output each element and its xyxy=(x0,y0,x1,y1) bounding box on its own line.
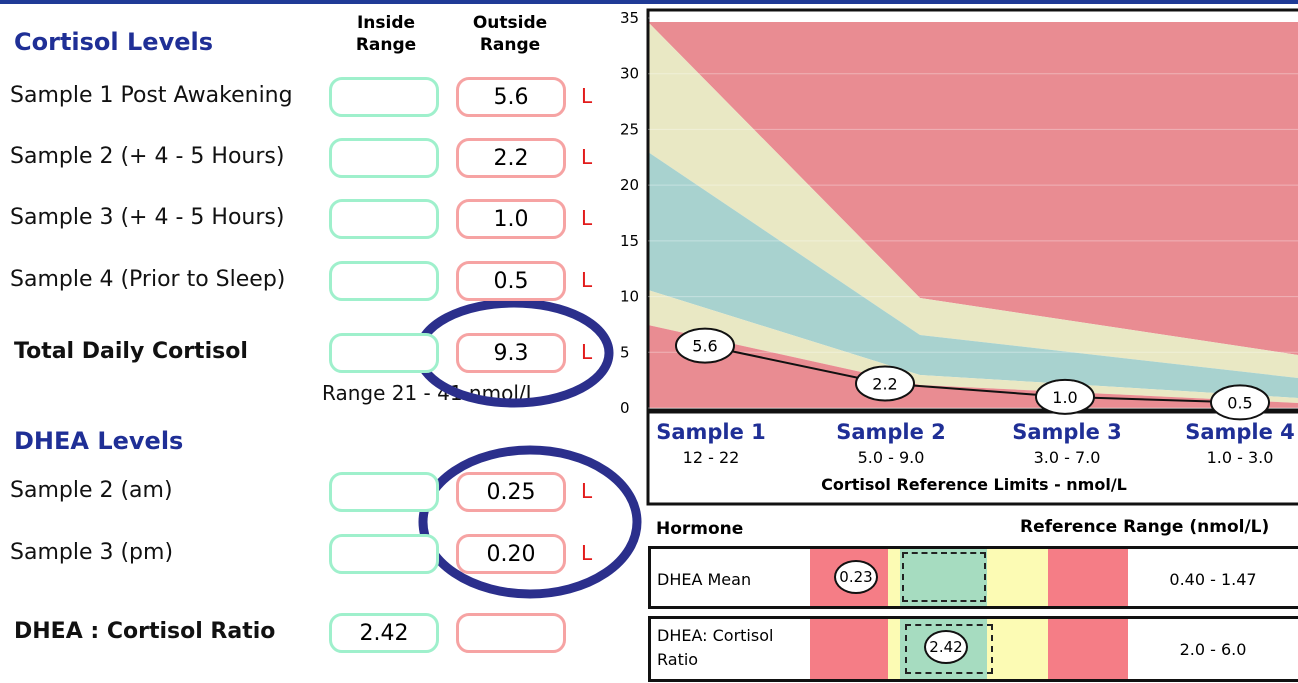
point xyxy=(855,365,915,402)
category-label: Sample 4 xyxy=(1185,420,1295,444)
inside-box xyxy=(329,261,439,301)
outside-box: 1.0 xyxy=(456,199,566,239)
y-tick-label: 5 xyxy=(620,343,630,361)
highlight-ellipse xyxy=(418,445,642,599)
point-label: 0.5 xyxy=(1227,393,1252,412)
section-title: Cortisol Levels xyxy=(14,28,213,56)
flag: L xyxy=(581,84,593,108)
inside-box xyxy=(329,199,439,239)
target-box xyxy=(905,624,993,674)
row-label: DHEA : Cortisol Ratio xyxy=(14,619,276,644)
table-row xyxy=(648,546,1298,609)
section-title: DHEA Levels xyxy=(14,427,184,455)
row-label: Sample 3 (pm) xyxy=(10,540,174,565)
band-border xyxy=(648,290,1298,403)
category-label: Sample 1 xyxy=(656,420,766,444)
y-tick-label: 35 xyxy=(620,9,639,27)
flag: L xyxy=(581,145,593,169)
bar-red xyxy=(810,619,888,679)
flag: L xyxy=(581,206,593,230)
outside-box: 0.20 xyxy=(456,534,566,574)
reference-limit: 3.0 - 7.0 xyxy=(1033,448,1101,467)
table-row xyxy=(648,616,1298,682)
flag: L xyxy=(581,479,593,503)
reference-limit: 1.0 - 3.0 xyxy=(1206,448,1274,467)
reference-range: 0.40 - 1.47 xyxy=(1169,570,1257,589)
row-label: Total Daily Cortisol xyxy=(14,339,248,364)
band-border xyxy=(648,22,1298,378)
hormone-name: DHEA: Cortisol Ratio xyxy=(657,626,774,669)
column-header: Outside Range xyxy=(472,13,548,55)
outside-box: 5.6 xyxy=(456,77,566,117)
y-tick-label: 0 xyxy=(620,399,630,417)
point xyxy=(675,327,735,364)
inside-box: 2.42 xyxy=(329,613,439,653)
row-label: Sample 4 (Prior to Sleep) xyxy=(10,267,286,292)
point-label: 2.2 xyxy=(872,374,897,393)
y-tick-label: 25 xyxy=(620,120,639,138)
marker: 0.23 xyxy=(834,560,878,594)
category-label: Sample 3 xyxy=(1012,420,1122,444)
inside-box xyxy=(329,138,439,178)
outside-box xyxy=(456,613,566,653)
category-label: Sample 2 xyxy=(836,420,946,444)
reference-limit: 12 - 22 xyxy=(682,448,740,467)
table-header: Hormone xyxy=(656,519,744,539)
hormone-name: DHEA Mean xyxy=(657,570,752,589)
point xyxy=(1035,378,1095,415)
reference-limit: 5.0 - 9.0 xyxy=(857,448,925,467)
point xyxy=(1210,384,1270,421)
bar-red xyxy=(1048,619,1128,679)
point-label: 1.0 xyxy=(1052,388,1077,407)
row-label: Sample 3 (+ 4 - 5 Hours) xyxy=(10,205,285,230)
inside-box xyxy=(329,472,439,512)
series-line xyxy=(704,344,1241,404)
inside-box xyxy=(329,77,439,117)
outside-box: 0.5 xyxy=(456,261,566,301)
inside-box xyxy=(329,534,439,574)
y-tick-label: 10 xyxy=(620,288,639,306)
flag: L xyxy=(581,268,593,292)
flag: L xyxy=(581,340,593,364)
flag: L xyxy=(581,541,593,565)
table-header: Reference Range (nmol/L) xyxy=(1020,517,1270,537)
limits-frame xyxy=(646,410,1298,506)
outside-box: 2.2 xyxy=(456,138,566,178)
inside-box xyxy=(329,333,439,373)
row-label: Sample 2 (+ 4 - 5 Hours) xyxy=(10,144,285,169)
marker: 2.42 xyxy=(924,630,968,664)
row-label: Sample 1 Post Awakening xyxy=(10,83,293,108)
row-label: Sample 2 (am) xyxy=(10,478,173,503)
band-high xyxy=(648,22,1298,355)
band-normal xyxy=(648,152,1298,398)
plot-frame xyxy=(646,8,1298,412)
y-tick-label: 20 xyxy=(620,176,639,194)
band-low xyxy=(648,325,1298,408)
bar-red xyxy=(1048,549,1128,606)
x-axis-label: Cortisol Reference Limits - nmol/L xyxy=(821,475,1127,494)
target-box xyxy=(902,552,986,602)
column-header: Inside Range xyxy=(355,13,417,55)
y-tick-label: 15 xyxy=(620,232,639,250)
point-label: 5.6 xyxy=(692,337,717,356)
top-border xyxy=(0,0,1298,4)
outside-box: 9.3 xyxy=(456,333,566,373)
y-tick-label: 30 xyxy=(620,65,639,83)
bar-green xyxy=(900,549,987,606)
reference-range: 2.0 - 6.0 xyxy=(1179,640,1247,659)
outside-box: 0.25 xyxy=(456,472,566,512)
